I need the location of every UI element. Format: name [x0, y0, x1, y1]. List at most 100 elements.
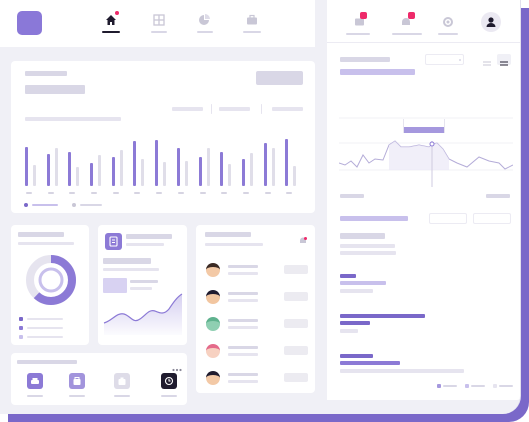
donut-title-placeholder: [18, 232, 64, 237]
messages-icon[interactable]: [353, 14, 367, 28]
line-chart: [339, 117, 513, 187]
avatar: [206, 290, 220, 304]
legend-divider-1: [211, 104, 212, 114]
bag-icon[interactable]: [69, 373, 85, 389]
progress-bar-3-fill: [340, 361, 400, 365]
period-select[interactable]: [425, 54, 464, 65]
briefcase-quick-icon[interactable]: [114, 373, 130, 389]
clock-icon[interactable]: [161, 373, 177, 389]
legend-placeholder-3: [272, 107, 303, 111]
chart-bar: [263, 143, 267, 186]
area-chart: [103, 293, 183, 335]
team-subtitle-placeholder: [205, 243, 263, 246]
donut-legend-dot-3: [19, 335, 23, 339]
area-subtitle-placeholder: [126, 243, 164, 246]
avatar: [206, 263, 220, 277]
car-icon[interactable]: [27, 373, 43, 389]
team-member-action-button[interactable]: [284, 292, 308, 301]
team-member-action-button[interactable]: [284, 265, 308, 274]
area-caption-placeholder: [103, 268, 159, 271]
x-axis-tick: [47, 192, 54, 194]
list-view-toggle[interactable]: [480, 54, 494, 66]
donut-legend-dot-2: [19, 326, 23, 330]
app-frame: [0, 0, 521, 414]
legend-placeholder-2: [219, 107, 250, 111]
chart-bar: [163, 162, 167, 186]
chart-bar: [25, 147, 28, 186]
top-nav-bar: [0, 0, 315, 47]
chart-bar: [293, 166, 297, 186]
grid-view-toggle[interactable]: [497, 54, 511, 66]
x-axis-tick: [26, 192, 32, 194]
briefcase-icon[interactable]: [245, 12, 259, 26]
clock-label-placeholder: [161, 395, 177, 397]
footer-legend-label-1: [443, 385, 457, 387]
chart-bar: [176, 148, 180, 186]
progress-bar-1-track: [340, 289, 373, 293]
user-avatar-button[interactable]: [481, 12, 501, 32]
progress-bar-2-fill: [340, 321, 370, 325]
app-logo[interactable]: [17, 11, 42, 35]
chart-bar: [76, 167, 80, 186]
notifications-indicator: [392, 33, 422, 35]
line-chart-start-label: [340, 194, 364, 198]
x-axis-tick: [264, 192, 271, 194]
progress-caption-2: [340, 251, 396, 255]
line-chart-end-label: [486, 194, 510, 198]
notification-icon[interactable]: [298, 231, 308, 243]
donut-card: [11, 225, 89, 345]
home-icon[interactable]: [104, 12, 118, 26]
chart-bar: [111, 157, 115, 186]
chart-bar: [198, 157, 202, 186]
legend-placeholder-1: [172, 107, 203, 111]
x-axis-tick: [242, 192, 249, 194]
progress-bar-1-label: [340, 274, 356, 278]
team-member-role-placeholder: [228, 380, 258, 383]
footer-legend-dot-3: [493, 384, 497, 388]
settings-icon[interactable]: [441, 14, 455, 28]
grid-icon[interactable]: [152, 12, 166, 26]
bag-label-placeholder: [69, 395, 85, 397]
chart-action-button[interactable]: [256, 71, 303, 85]
stats-title-placeholder: [340, 57, 390, 62]
top-area-divider: [327, 42, 520, 43]
more-options-icon[interactable]: [172, 358, 182, 372]
x-axis-tick: [69, 192, 76, 194]
legend-label-primary: [32, 204, 58, 206]
progress-filter-1[interactable]: [429, 213, 467, 224]
chart-bar: [54, 148, 58, 186]
team-member-action-button[interactable]: [284, 346, 308, 355]
chart-bar: [155, 140, 159, 186]
avatar: [206, 317, 220, 331]
chart-bar: [119, 150, 123, 186]
tab-pie-indicator: [197, 31, 213, 33]
avatar: [206, 344, 220, 358]
x-axis-tick: [112, 192, 119, 194]
footer-legend-dot-2: [465, 384, 469, 388]
footer-legend-dot-1: [437, 384, 441, 388]
chart-bar: [206, 148, 210, 186]
area-value-placeholder: [103, 258, 151, 264]
chart-bar: [46, 154, 50, 186]
team-member-action-button[interactable]: [284, 319, 308, 328]
donut-legend-label-3: [27, 336, 63, 338]
donut-subtitle-placeholder: [18, 242, 74, 245]
chart-bar: [90, 163, 94, 186]
x-axis-tick: [156, 192, 163, 194]
tab-home-indicator: [102, 31, 120, 33]
team-member-action-button[interactable]: [284, 373, 308, 382]
x-axis-tick: [199, 192, 206, 194]
footer-legend-label-2: [471, 385, 485, 387]
notifications-icon[interactable]: [399, 14, 413, 28]
tab-grid-indicator: [151, 31, 167, 33]
x-axis-tick: [221, 192, 228, 194]
team-list-card: [196, 225, 315, 393]
team-member-name-placeholder: [228, 292, 258, 295]
x-axis-tick: [134, 192, 141, 194]
legend-label-secondary: [80, 204, 102, 206]
pie-chart-icon[interactable]: [197, 12, 211, 26]
progress-filter-2[interactable]: [473, 213, 511, 224]
chart-bar: [141, 159, 145, 186]
donut-legend-label-2: [27, 327, 63, 329]
x-axis-tick: [91, 192, 98, 194]
